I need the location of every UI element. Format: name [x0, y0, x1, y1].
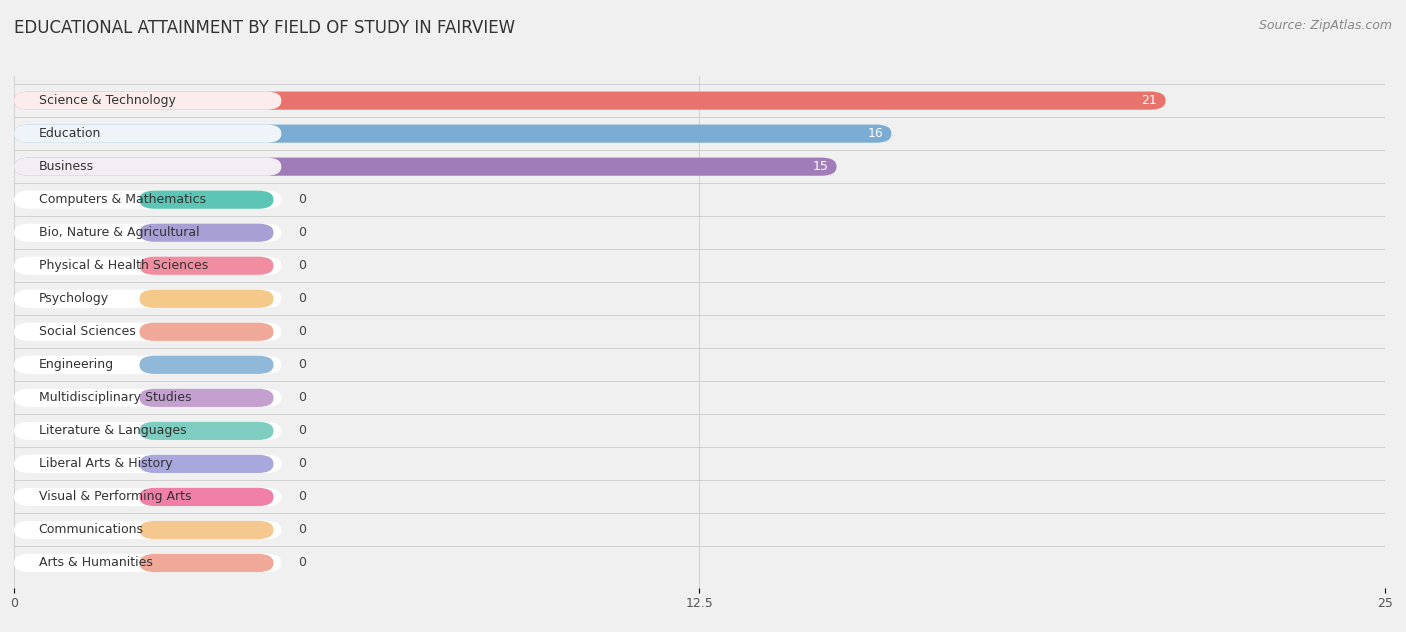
Text: 0: 0: [298, 490, 307, 504]
Text: Liberal Arts & History: Liberal Arts & History: [39, 458, 173, 470]
Text: 15: 15: [813, 160, 828, 173]
Text: Engineering: Engineering: [39, 358, 114, 372]
Text: 0: 0: [298, 292, 307, 305]
FancyBboxPatch shape: [139, 554, 274, 572]
FancyBboxPatch shape: [14, 191, 281, 209]
FancyBboxPatch shape: [14, 92, 281, 110]
FancyBboxPatch shape: [139, 488, 274, 506]
Text: 0: 0: [298, 226, 307, 240]
Text: 0: 0: [298, 325, 307, 338]
Text: Education: Education: [39, 127, 101, 140]
Text: 21: 21: [1142, 94, 1157, 107]
FancyBboxPatch shape: [14, 125, 281, 143]
Text: Literature & Languages: Literature & Languages: [39, 424, 187, 437]
FancyBboxPatch shape: [139, 257, 274, 275]
Text: Bio, Nature & Agricultural: Bio, Nature & Agricultural: [39, 226, 200, 240]
Text: Social Sciences: Social Sciences: [39, 325, 135, 338]
Text: Business: Business: [39, 160, 94, 173]
FancyBboxPatch shape: [14, 92, 1166, 110]
Text: 0: 0: [298, 458, 307, 470]
FancyBboxPatch shape: [14, 455, 281, 473]
Text: Physical & Health Sciences: Physical & Health Sciences: [39, 259, 208, 272]
FancyBboxPatch shape: [14, 488, 281, 506]
Text: Multidisciplinary Studies: Multidisciplinary Studies: [39, 391, 191, 404]
FancyBboxPatch shape: [139, 521, 274, 539]
Text: 0: 0: [298, 391, 307, 404]
Text: 0: 0: [298, 193, 307, 206]
FancyBboxPatch shape: [139, 289, 274, 308]
FancyBboxPatch shape: [14, 257, 281, 275]
Text: Visual & Performing Arts: Visual & Performing Arts: [39, 490, 191, 504]
FancyBboxPatch shape: [14, 323, 281, 341]
FancyBboxPatch shape: [139, 224, 274, 242]
Text: Source: ZipAtlas.com: Source: ZipAtlas.com: [1258, 19, 1392, 32]
FancyBboxPatch shape: [14, 422, 281, 440]
Text: 0: 0: [298, 424, 307, 437]
FancyBboxPatch shape: [14, 224, 281, 242]
FancyBboxPatch shape: [139, 323, 274, 341]
Text: 16: 16: [868, 127, 883, 140]
FancyBboxPatch shape: [139, 191, 274, 209]
Text: Arts & Humanities: Arts & Humanities: [39, 557, 153, 569]
FancyBboxPatch shape: [14, 125, 891, 143]
FancyBboxPatch shape: [14, 157, 281, 176]
FancyBboxPatch shape: [14, 356, 281, 374]
Text: Communications: Communications: [39, 523, 143, 537]
Text: Computers & Mathematics: Computers & Mathematics: [39, 193, 205, 206]
FancyBboxPatch shape: [139, 422, 274, 440]
FancyBboxPatch shape: [14, 289, 281, 308]
Text: 0: 0: [298, 358, 307, 372]
Text: EDUCATIONAL ATTAINMENT BY FIELD OF STUDY IN FAIRVIEW: EDUCATIONAL ATTAINMENT BY FIELD OF STUDY…: [14, 19, 515, 37]
FancyBboxPatch shape: [139, 455, 274, 473]
Text: Psychology: Psychology: [39, 292, 108, 305]
Text: 0: 0: [298, 523, 307, 537]
FancyBboxPatch shape: [14, 157, 837, 176]
FancyBboxPatch shape: [14, 521, 281, 539]
FancyBboxPatch shape: [139, 389, 274, 407]
Text: 0: 0: [298, 557, 307, 569]
FancyBboxPatch shape: [14, 554, 281, 572]
Text: 0: 0: [298, 259, 307, 272]
FancyBboxPatch shape: [139, 356, 274, 374]
FancyBboxPatch shape: [14, 389, 281, 407]
Text: Science & Technology: Science & Technology: [39, 94, 176, 107]
